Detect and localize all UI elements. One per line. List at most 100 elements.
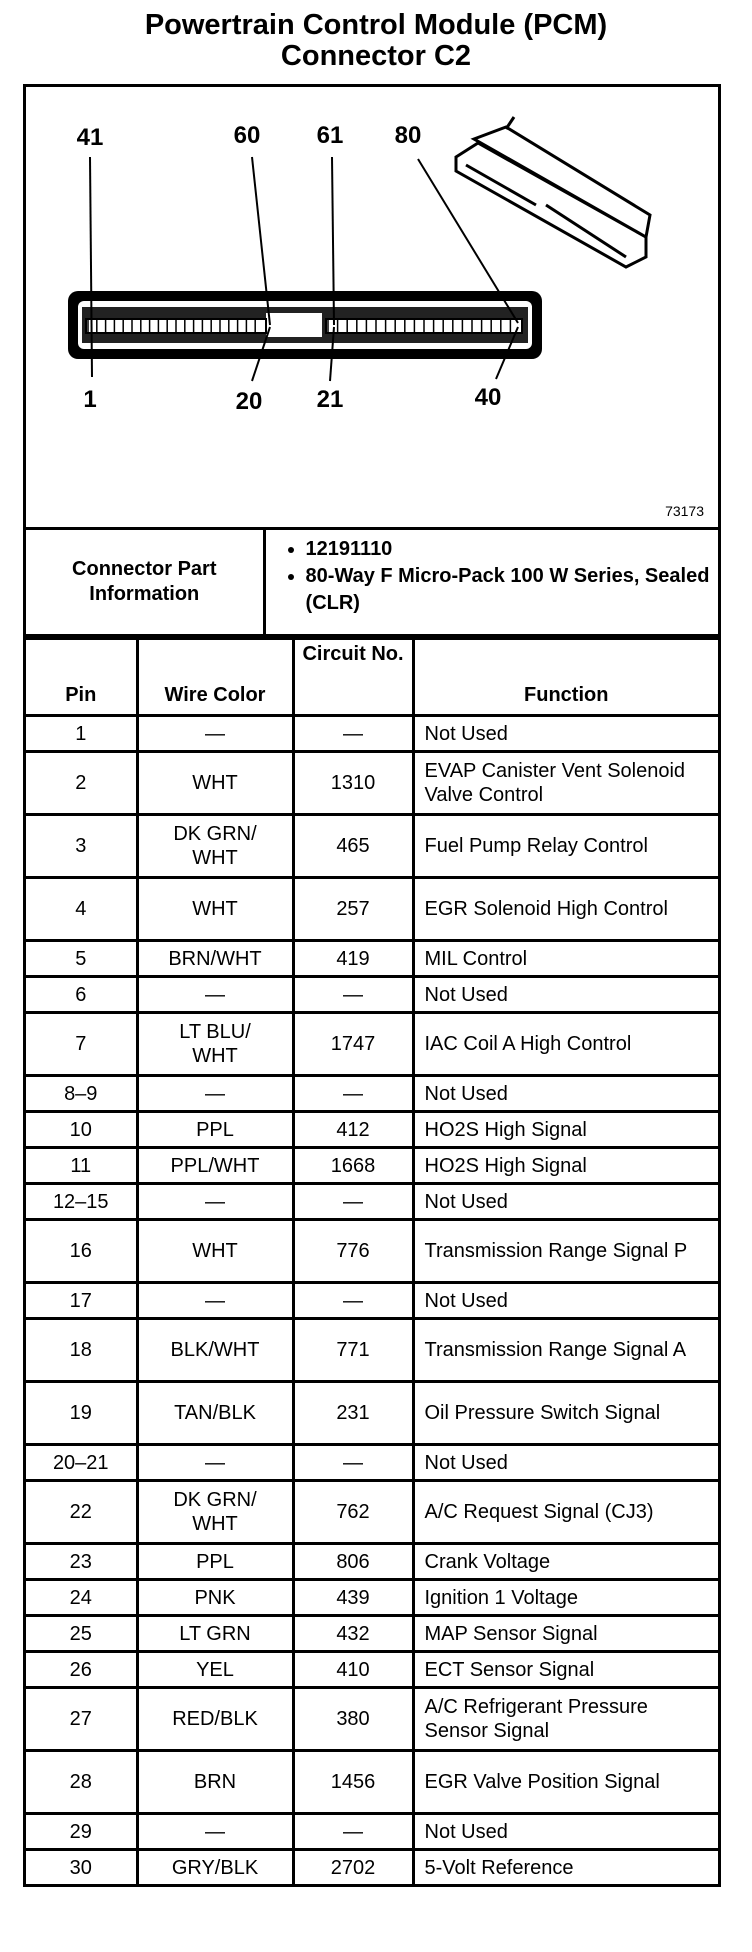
table-row: 7 LT BLU/ WHT 1747 IAC Coil A High Control: [26, 1011, 718, 1077]
wire-color-cell: PPL: [135, 1542, 295, 1581]
pin-cell: 1: [26, 714, 139, 753]
circuit-cell: 419: [291, 939, 415, 978]
pin-cell: 25: [26, 1614, 139, 1653]
function-cell: Not Used: [411, 1182, 718, 1221]
table-row: 23 PPL 806 Crank Voltage: [26, 1542, 718, 1581]
function-cell: Not Used: [411, 1443, 718, 1482]
function-cell: 5-Volt Reference: [411, 1848, 718, 1884]
pinout-table: Pin Wire Color Circuit No. Function 1— — N…: [26, 637, 718, 1884]
wire-color-cell: BRN: [135, 1749, 295, 1815]
circuit-cell: 771: [291, 1317, 415, 1383]
pin-cell: 18: [26, 1317, 139, 1383]
table-row: 24 PNK 439 Ignition 1 Voltage: [26, 1578, 718, 1617]
col-header-circuit: Circuit No.: [291, 637, 415, 717]
pin-cell: 5: [26, 939, 139, 978]
wire-color-cell: WHT: [135, 1218, 295, 1284]
wire-color-cell: GRY/BLK: [135, 1848, 295, 1884]
table-row: 12–15— — Not Used: [26, 1182, 718, 1221]
pin-cell: 16: [26, 1218, 139, 1284]
pin-label-1: 1: [83, 386, 96, 413]
wire-color-cell: LT GRN: [135, 1614, 295, 1653]
circuit-cell: 465: [291, 813, 415, 879]
function-cell: Transmission Range Signal P: [411, 1218, 718, 1284]
wire-color-cell: PNK: [135, 1578, 295, 1617]
wire-color-cell: —: [135, 1182, 295, 1221]
pin-cell: 27: [26, 1686, 139, 1752]
function-cell: HO2S High Signal: [411, 1146, 718, 1185]
title-line-1: Powertrain Control Module (PCM): [144, 9, 608, 41]
function-cell: Ignition 1 Voltage: [411, 1578, 718, 1617]
pin-cell: 20–21: [26, 1443, 139, 1482]
pin-cell: 19: [26, 1380, 139, 1446]
pin-cell: 30: [26, 1848, 139, 1884]
wire-color-cell: PPL: [135, 1110, 295, 1149]
wire-color-cell: —: [135, 1281, 295, 1320]
table-row: 6— — Not Used: [26, 975, 718, 1014]
table-row: 16 WHT 776 Transmission Range Signal P: [26, 1218, 718, 1284]
col-header-pin: Pin: [26, 637, 139, 717]
table-row: 29— — Not Used: [26, 1812, 718, 1851]
function-cell: A/C Request Signal (CJ3): [411, 1479, 718, 1545]
function-cell: Not Used: [411, 1074, 718, 1113]
circuit-cell: —: [291, 1812, 415, 1851]
part-info-list: 12191110 80-Way F Micro-Pack 100 W Serie…: [266, 536, 718, 634]
pin-cell: 3: [26, 813, 139, 879]
function-cell: MIL Control: [411, 939, 718, 978]
circuit-cell: 231: [291, 1380, 415, 1446]
col-header-function: Function: [411, 637, 718, 717]
pin-label-80: 80: [395, 122, 422, 149]
table-row: 30 GRY/BLK 2702 5-Volt Reference: [26, 1848, 718, 1884]
pin-cell: 22: [26, 1479, 139, 1545]
function-cell: EGR Solenoid High Control: [411, 876, 718, 942]
wire-color-cell: —: [135, 714, 295, 753]
wire-color-cell: —: [135, 975, 295, 1014]
function-cell: Not Used: [411, 975, 718, 1014]
wire-color-cell: WHT: [135, 750, 295, 816]
pin-cell: 12–15: [26, 1182, 139, 1221]
pin-label-21: 21: [317, 386, 344, 413]
circuit-cell: 439: [291, 1578, 415, 1617]
pin-cell: 29: [26, 1812, 139, 1851]
wire-color-cell: PPL/WHT: [135, 1146, 295, 1185]
pin-cell: 2: [26, 750, 139, 816]
table-row: 2 WHT 1310 EVAP Canister Vent Solenoid Valv…: [26, 750, 718, 816]
circuit-cell: —: [291, 1443, 415, 1482]
function-cell: Not Used: [411, 714, 718, 753]
circuit-cell: —: [291, 714, 415, 753]
table-row: 4 WHT 257 EGR Solenoid High Control: [26, 876, 718, 942]
pin-cell: 6: [26, 975, 139, 1014]
wire-color-cell: YEL: [135, 1650, 295, 1689]
wire-color-cell: BRN/WHT: [135, 939, 295, 978]
pin-cell: 4: [26, 876, 139, 942]
part-description: 80-Way F Micro-Pack 100 W Series, Sealed…: [306, 563, 718, 617]
pin-label-61: 61: [317, 122, 344, 149]
pin-cell: 24: [26, 1578, 139, 1617]
wire-color-cell: WHT: [135, 876, 295, 942]
connector-part-info: Connector Part Information 12191110 80-W…: [26, 530, 718, 637]
circuit-cell: 776: [291, 1218, 415, 1284]
pin-label-41: 41: [77, 124, 104, 151]
function-cell: Fuel Pump Relay Control: [411, 813, 718, 879]
connector-perspective-view: [454, 116, 652, 269]
figure-number: 73173: [665, 503, 704, 519]
function-cell: Transmission Range Signal A: [411, 1317, 718, 1383]
table-row: 3 DK GRN/ WHT 465 Fuel Pump Relay Control: [26, 813, 718, 879]
table-row: 19 TAN/BLK 231 Oil Pressure Switch Signal: [26, 1380, 718, 1446]
circuit-cell: 806: [291, 1542, 415, 1581]
wire-color-cell: RED/BLK: [135, 1686, 295, 1752]
pin-cell: 11: [26, 1146, 139, 1185]
circuit-cell: —: [291, 975, 415, 1014]
table-row: 10 PPL 412 HO2S High Signal: [26, 1110, 718, 1149]
wire-color-cell: DK GRN/ WHT: [135, 1479, 295, 1545]
pin-cell: 26: [26, 1650, 139, 1689]
function-cell: Not Used: [411, 1281, 718, 1320]
circuit-cell: 1668: [291, 1146, 415, 1185]
circuit-cell: 2702: [291, 1848, 415, 1884]
part-number: 12191110: [306, 536, 718, 563]
pin-label-60: 60: [234, 122, 261, 149]
pin-cell: 23: [26, 1542, 139, 1581]
function-cell: ECT Sensor Signal: [411, 1650, 718, 1689]
circuit-cell: 410: [291, 1650, 415, 1689]
wire-color-cell: DK GRN/ WHT: [135, 813, 295, 879]
circuit-cell: 380: [291, 1686, 415, 1752]
